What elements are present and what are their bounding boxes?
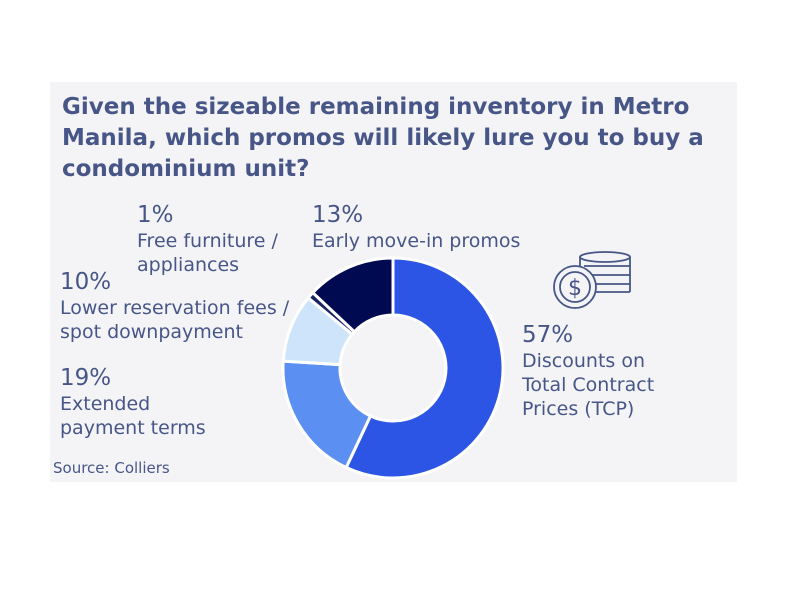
label-discounts: 57% Discounts on Total Contract Prices (… (522, 321, 682, 421)
category-label: Lower reservation fees / spot downpaymen… (60, 297, 290, 343)
donut-slice (310, 256, 395, 334)
donut-slice (344, 256, 505, 480)
category-label: Free furniture / appliances (137, 230, 278, 276)
category-label: Early move-in promos (312, 230, 521, 252)
source-note: Source: Colliers (53, 459, 170, 477)
data-label: 19% (60, 365, 112, 391)
category-label: Discounts on Total Contract Prices (TCP) (522, 350, 655, 420)
coins-dollar-icon: $ (553, 251, 631, 309)
donut-slice (281, 359, 373, 470)
label-lower-reservation: 10% Lower reservation fees / spot downpa… (60, 268, 300, 344)
data-label: 1% (137, 202, 174, 228)
label-early-move-in: 13% Early move-in promos (312, 201, 520, 253)
data-label: 57% (522, 322, 574, 348)
category-label: Extended payment terms (60, 393, 206, 439)
svg-text:$: $ (568, 276, 582, 301)
label-free-furniture: 1% Free furniture / appliances (137, 201, 287, 277)
data-label: 13% (312, 202, 364, 228)
label-extended-terms: 19% Extended payment terms (60, 364, 230, 440)
data-label: 10% (60, 269, 112, 295)
chart-title: Given the sizeable remaining inventory i… (62, 94, 704, 182)
